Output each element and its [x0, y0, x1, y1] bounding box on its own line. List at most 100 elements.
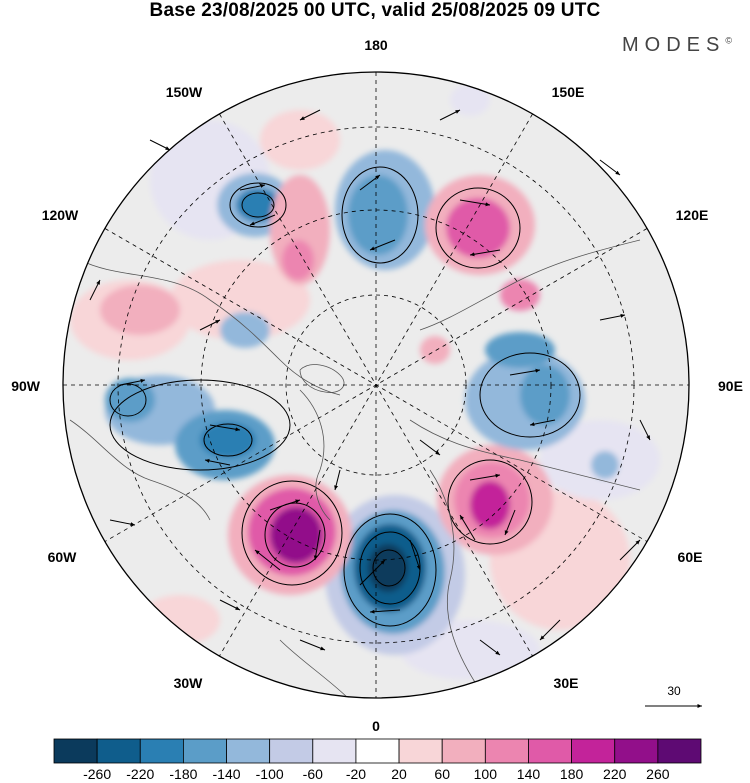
anomaly-high-kamchatka-core: [446, 198, 510, 258]
coastline-scandinavia: [429, 469, 481, 691]
label-120e: 120E: [676, 207, 709, 223]
coastline-eurasia: [409, 419, 641, 491]
wind-arrow: [599, 159, 621, 176]
anomaly-low-small: [450, 84, 490, 116]
colorbar-swatch: [528, 738, 573, 764]
coastlines: [69, 239, 641, 698]
wind-arrow: [409, 539, 421, 571]
colorbar-tick-label: 140: [517, 766, 541, 782]
contour: [241, 192, 275, 218]
anomaly-patch: [170, 260, 310, 340]
anomaly-patch: [260, 110, 340, 170]
wind-arrow: [109, 519, 136, 527]
label-120w: 120W: [42, 207, 79, 223]
contour: [241, 480, 343, 586]
colorbar-swatch: [53, 738, 98, 764]
wind-arrow: [529, 419, 556, 427]
colorbar-tick-label: -100: [256, 766, 284, 782]
label-90e: 90E: [718, 378, 743, 394]
colorbar-tick-label: -60: [303, 766, 323, 782]
wind-reference-value: 30: [667, 684, 681, 698]
wind-arrow: [269, 499, 301, 511]
colorbar-swatch: [312, 738, 357, 764]
wind-arrow: [419, 439, 441, 456]
anomaly-low-pacific-core: [348, 175, 408, 255]
colorbar-tick-label: -260: [83, 766, 111, 782]
colorbar-swatch: [139, 738, 184, 764]
wind-arrow: [254, 549, 281, 571]
wind-reference: 30: [645, 684, 702, 708]
label-30e: 30E: [554, 675, 579, 691]
brand-text: MODES: [622, 34, 726, 56]
colorbar-swatch: [441, 738, 486, 764]
coastline-north-america: [79, 259, 341, 396]
colorbar-swatch: [269, 738, 314, 764]
wind-arrow: [249, 214, 276, 226]
wind-arrow: [313, 529, 321, 561]
colorbar-tick-label: 60: [434, 766, 450, 782]
anomaly-low-small: [220, 312, 270, 348]
wind-arrow: [334, 469, 341, 491]
anomaly-low-canada-core: [105, 378, 155, 422]
wind-arrow: [239, 183, 266, 191]
wind-arrow: [359, 559, 386, 586]
coastline-greenland: [299, 389, 331, 521]
colorbar: [53, 738, 702, 764]
anomaly-low-siberia-north: [485, 332, 555, 368]
contour: [264, 502, 326, 568]
label-0: 0: [372, 718, 380, 734]
colorbar-tick-label: -140: [213, 766, 241, 782]
wind-arrow: [299, 109, 321, 121]
wind-arrow: [459, 199, 491, 207]
wind-arrow: [119, 378, 146, 386]
colorbar-tick-label: -220: [126, 766, 154, 782]
colorbar-tick-label: -20: [346, 766, 366, 782]
anomaly-high-europe-core: [470, 481, 510, 529]
wind-arrow: [509, 368, 541, 376]
coastline-canada-east: [69, 419, 211, 521]
brand-mark: ©: [725, 35, 732, 46]
wind-arrow: [369, 239, 396, 251]
wind-arrow: [459, 514, 476, 541]
wind-arrow: [209, 424, 241, 432]
anomaly-field: [69, 84, 660, 698]
meridians: [63, 72, 689, 698]
anomaly-low-siberia-core: [520, 365, 570, 425]
wind-arrow: [469, 473, 501, 481]
coastline-iceland-region: [279, 639, 351, 698]
anomaly-low-small: [591, 451, 619, 479]
wind-arrow: [219, 599, 241, 611]
wind-arrow: [439, 109, 461, 121]
meridian-120: [104, 228, 648, 542]
colorbar-swatch: [657, 738, 702, 764]
label-60w: 60W: [48, 549, 78, 565]
label-150w: 150W: [166, 84, 203, 100]
anomaly-high-greenland-core: [270, 507, 322, 563]
wind-arrow: [599, 313, 626, 321]
colorbar-labels: -260 -220 -180 -140 -100 -60 -20 20 60 100 140 180 2…: [83, 766, 670, 782]
map-title: Base 23/08/2025 00 UTC, valid 25/08/2025…: [149, 0, 601, 21]
contour: [479, 352, 581, 438]
anomaly-high-small: [500, 279, 540, 311]
colorbar-swatch: [355, 738, 400, 764]
coastline-siberia: [419, 239, 641, 331]
colorbar-swatch: [226, 738, 271, 764]
wind-arrow: [479, 639, 501, 656]
wind-arrow: [149, 139, 171, 151]
anomaly-high-small: [420, 336, 450, 364]
contour-lines: [109, 166, 581, 627]
wind-arrow: [204, 458, 231, 466]
anomaly-patch: [140, 595, 220, 645]
contour: [109, 383, 147, 417]
wind-arrow: [639, 419, 651, 441]
label-180: 180: [364, 37, 388, 53]
anomaly-high-small: [100, 285, 180, 335]
anomaly-low-atlantic-center: [368, 544, 408, 592]
colorbar-swatch: [96, 738, 141, 764]
anomaly-low-hudson-core: [200, 422, 256, 458]
wind-arrow: [299, 639, 326, 651]
colorbar-tick-label: 20: [391, 766, 407, 782]
contour: [372, 549, 406, 587]
label-30w: 30W: [174, 675, 204, 691]
